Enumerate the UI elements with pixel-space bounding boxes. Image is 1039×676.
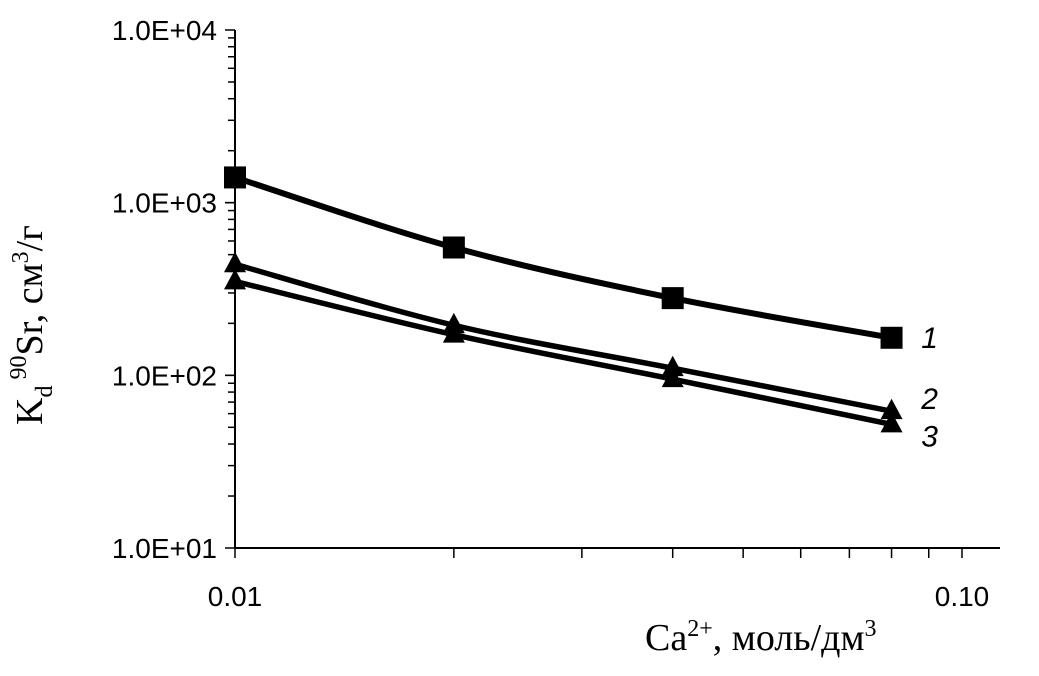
series-label-1: 1 bbox=[921, 322, 938, 355]
y-tick-labels: 1.0E+01 1.0E+02 1.0E+03 1.0E+04 bbox=[112, 15, 217, 564]
y-tick-label: 1.0E+04 bbox=[112, 15, 217, 46]
x-axis-title: Ca2+, моль/дм3 bbox=[645, 616, 877, 659]
y-title-tail: /г bbox=[9, 225, 51, 251]
y-title-iso: 90 bbox=[6, 356, 32, 380]
y-tick-label: 1.0E+01 bbox=[112, 533, 217, 564]
series-line-3 bbox=[232, 278, 895, 428]
triangle-marker bbox=[880, 398, 903, 420]
y-minor-ticks bbox=[225, 29, 235, 549]
y-tick-label: 1.0E+02 bbox=[112, 360, 217, 391]
y-title-sub: d bbox=[32, 386, 58, 398]
series-label-2: 2 bbox=[920, 383, 938, 416]
series-3: 3 bbox=[224, 268, 938, 453]
series-group: 1 2 3 bbox=[224, 166, 938, 453]
x-title-rest: , моль/дм bbox=[713, 617, 865, 659]
x-tick-label: 0.01 bbox=[208, 581, 263, 612]
square-marker bbox=[880, 326, 903, 349]
x-title-base: Ca bbox=[645, 617, 687, 659]
y-title-el: Sr, см bbox=[9, 263, 51, 355]
y-title-k: K bbox=[9, 397, 51, 425]
y-tick-label: 1.0E+03 bbox=[112, 188, 217, 219]
square-marker bbox=[661, 287, 684, 310]
square-marker bbox=[442, 236, 465, 259]
series-1: 1 bbox=[224, 166, 938, 355]
x-title-sup: 2+ bbox=[687, 616, 713, 642]
triangle-marker bbox=[880, 411, 903, 433]
x-tick-labels: 0.01 0.10 bbox=[208, 581, 990, 612]
x-tick-label: 0.10 bbox=[935, 581, 990, 612]
triangle-marker bbox=[661, 366, 684, 388]
series-label-3: 3 bbox=[921, 420, 938, 453]
series-line-2 bbox=[232, 261, 895, 414]
triangle-marker bbox=[224, 251, 246, 273]
x-ticks bbox=[234, 548, 963, 558]
triangle-marker bbox=[442, 322, 465, 343]
y-title-sup: 3 bbox=[8, 251, 34, 263]
x-title-sup2: 3 bbox=[865, 616, 877, 642]
series-line-1 bbox=[232, 174, 895, 341]
triangle-marker bbox=[661, 355, 684, 377]
triangle-marker bbox=[224, 268, 246, 290]
y-axis-title: Kd90Sr, см3/г bbox=[6, 225, 58, 425]
series-2: 2 bbox=[224, 251, 938, 420]
square-marker bbox=[224, 166, 246, 189]
